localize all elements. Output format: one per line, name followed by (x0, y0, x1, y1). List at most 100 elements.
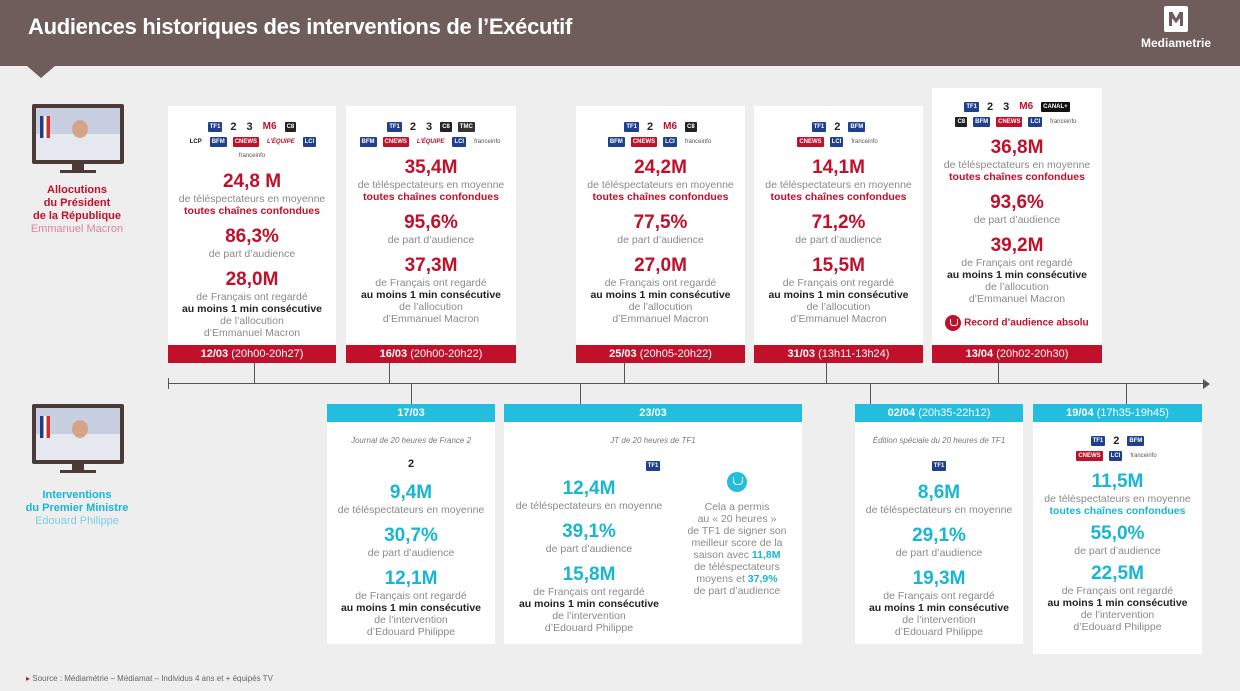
president-label-l2: du Président (43, 197, 111, 209)
pm-label-l2: du Premier Ministre (25, 502, 129, 514)
bfm-logo: BFM (1127, 436, 1145, 446)
date: 23/03 (639, 407, 667, 419)
france3-logo: 3 (1003, 101, 1010, 113)
share-label: de part d’audience (1074, 545, 1161, 557)
reach-min-label: au moins 1 min consécutive (946, 269, 1088, 281)
all-channels-label: toutes chaînes confondues (363, 191, 499, 203)
share-value: 30,7% (384, 525, 438, 546)
channel-logos-2: CNEWS LCI franceinfo (764, 137, 914, 147)
date-bar-1304: 13/04 (20h02-20h30) (932, 345, 1102, 363)
france3-logo: 3 (246, 121, 253, 133)
canalplus-logo: CANAL+ (1041, 102, 1070, 112)
tv-screen (36, 408, 120, 460)
channel-logos: TF1 2 BFM (1043, 435, 1193, 447)
record-badge: Record d’audience absolu (932, 315, 1102, 331)
share-value: 95,6% (404, 212, 458, 233)
lcp-logo: LCP (189, 139, 202, 145)
reach-min-label: au moins 1 min consécutive (360, 289, 502, 301)
channel-logos: TF1 2 3 C8 TMC (356, 121, 506, 133)
lci-logo: LCI (302, 137, 317, 147)
tick-0204 (870, 384, 871, 404)
person-icon (72, 120, 88, 138)
viewers-label: de téléspectateurs en moyenne (178, 193, 326, 205)
mediametrie-logo-text: Mediametrie (1140, 36, 1212, 50)
france2-logo: 2 (987, 101, 994, 113)
reach-interv-label: de l’intervention (552, 610, 626, 622)
trophy-icon (727, 472, 747, 492)
all-channels-label: toutes chaînes confondues (1049, 505, 1186, 517)
share-value: 86,3% (225, 226, 279, 247)
reach-alloc-label: de l’allocution (399, 301, 463, 313)
mediametrie-logo: Mediametrie (1136, 6, 1216, 56)
channel-logos: TF1 2 BFM (764, 122, 914, 133)
tick-2303 (580, 384, 581, 404)
viewers-value: 35,4M (404, 157, 458, 178)
program-note: JT de 20 heures de TF1 (610, 436, 696, 445)
channel-logos-2: C8 BFM CNEWS LCI franceinfo (942, 117, 1092, 127)
pm-card-1703: Journal de 20 heures de France 2 2 9,4M … (327, 422, 495, 644)
extra-line: moyens et (696, 573, 745, 585)
pm-label: Interventions du Premier Ministre Edouar… (2, 489, 152, 528)
cnews-logo: CNEWS (996, 117, 1023, 127)
all-channels-label: toutes chaînes confondues (592, 191, 729, 203)
bfm-logo: BFM (607, 137, 625, 147)
share-label: de part d’audience (973, 214, 1061, 226)
reach-label: de Français ont regardé (604, 277, 717, 289)
date: 12/03 (200, 348, 229, 360)
header-pointer (27, 66, 55, 78)
bfm-logo: BFM (359, 137, 377, 147)
president-card-3103: TF1 2 BFM CNEWS LCI franceinfo 14,1M de … (754, 106, 923, 345)
reach-min-label: au moins 1 min consécutive (868, 602, 1010, 614)
extra-line: au « 20 heures » (697, 513, 777, 525)
tv-stand (72, 464, 84, 470)
channel-logos-2: BFM CNEWS L’ÉQUIPE LCI franceinfo (356, 137, 506, 147)
president-card-1603: TF1 2 3 C8 TMC BFM CNEWS L’ÉQUIPE LCI fr… (346, 106, 516, 345)
reach-person-label: d’Emmanuel Macron (790, 313, 887, 325)
president-label-l3: de la République (32, 210, 121, 222)
viewers-label: de téléspectateurs en moyenne (943, 159, 1091, 171)
date: 31/03 (787, 348, 816, 360)
reach-person-label: d’Edouard Philippe (1073, 621, 1162, 633)
channel-logos: TF1 2 3 M6 C8 (177, 121, 327, 133)
cnews-logo: CNEWS (797, 137, 824, 147)
viewers-value: 24,8 M (222, 171, 282, 192)
m6-logo: M6 (1019, 101, 1034, 112)
france2-logo: 2 (409, 121, 416, 133)
reach-label: de Français ont regardé (355, 590, 467, 602)
reach-alloc-label: de l’allocution (985, 281, 1049, 293)
france2-logo: 2 (1113, 435, 1120, 447)
lci-logo: LCI (829, 137, 844, 147)
extra-line: de TF1 de signer son (687, 525, 787, 537)
lci-logo: LCI (452, 137, 467, 147)
c8-logo: C8 (440, 122, 452, 132)
share-value: 29,1% (912, 525, 966, 546)
channel-logos: TF1 2 M6 C8 (586, 122, 736, 133)
reach-value: 27,0M (634, 255, 687, 276)
reach-label: de Français ont regardé (1061, 585, 1174, 597)
pm-label-l1: Interventions (42, 489, 112, 501)
tf1-logo: TF1 (207, 122, 223, 132)
cnews-logo: CNEWS (382, 137, 409, 147)
pm-name: Edouard Philippe (35, 515, 119, 527)
share-label: de part d’audience (367, 547, 455, 559)
tf1-logo: TF1 (387, 122, 402, 132)
extra-line: Cela a permis (704, 501, 770, 513)
reach-person-label: d’Edouard Philippe (544, 622, 634, 634)
tf1-logo: TF1 (624, 122, 639, 132)
reach-interv-label: de l’intervention (374, 614, 448, 626)
france2-logo: 2 (230, 121, 237, 133)
president-name: Emmanuel Macron (30, 223, 124, 235)
share-value: 77,5% (633, 212, 688, 233)
all-channels-label: toutes chaînes confondues (184, 205, 320, 217)
reach-person-label: d’Emmanuel Macron (968, 293, 1066, 305)
pm-card-2303-extra: Cela a permis au « 20 heures » de TF1 de… (684, 472, 790, 597)
c8-logo: C8 (955, 117, 968, 127)
reach-label: de Français ont regardé (782, 277, 895, 289)
reach-label: de Français ont regardé (375, 277, 487, 289)
program-note: Édition spéciale du 20 heures de TF1 (872, 436, 1006, 445)
reach-person-label: d’Edouard Philippe (366, 626, 456, 638)
date-bar-3103: 31/03 (13h11-13h24) (754, 345, 923, 363)
franceinfo-logo: franceinfo (1130, 453, 1157, 459)
viewers-label: de téléspectateurs en moyenne (515, 500, 663, 512)
viewers-label: de téléspectateurs en moyenne (1044, 493, 1191, 505)
